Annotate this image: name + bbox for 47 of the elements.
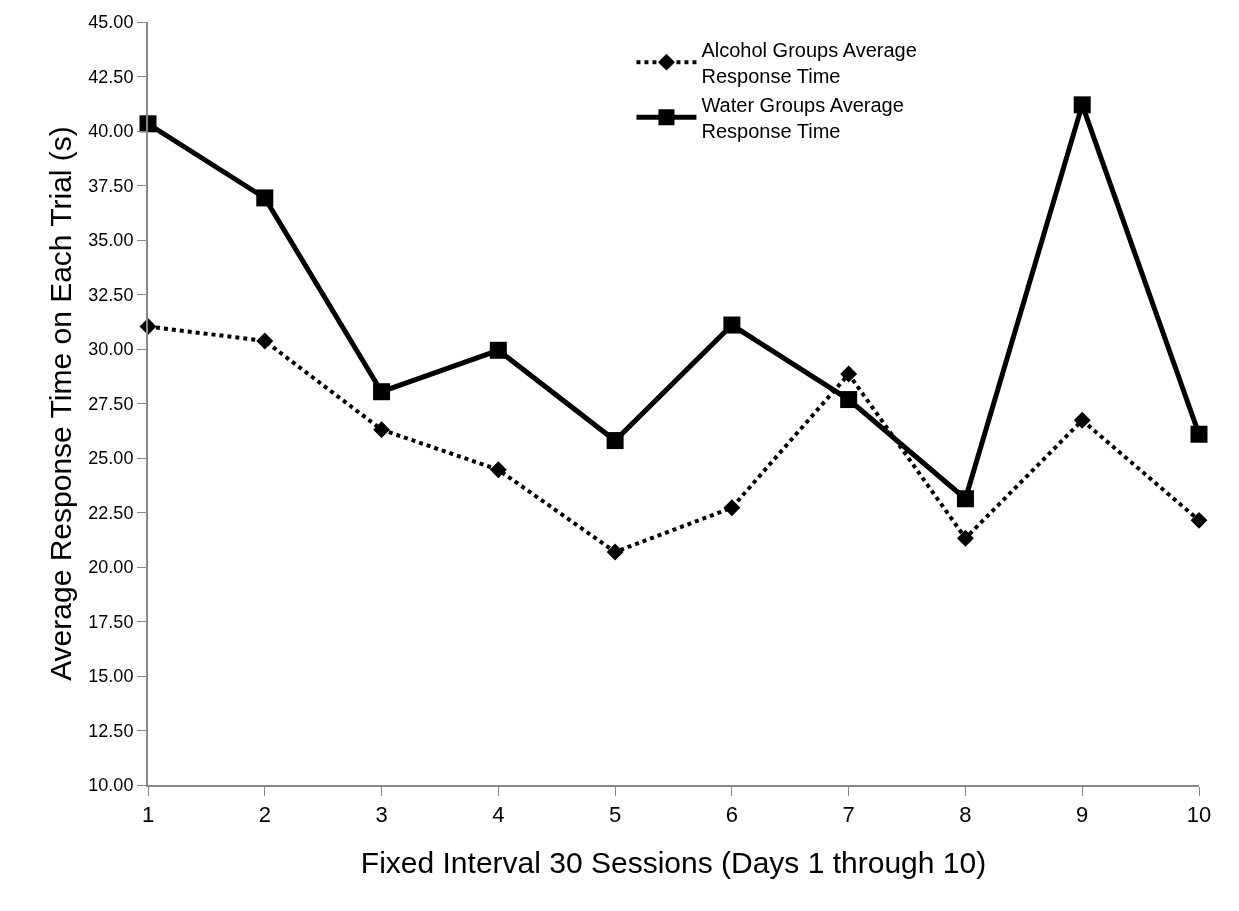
y-tick-label: 32.50 bbox=[88, 284, 134, 305]
y-tick-label: 22.50 bbox=[88, 502, 134, 523]
point bbox=[1190, 425, 1208, 443]
y-tick-label: 15.00 bbox=[88, 666, 134, 687]
y-tick-label: 12.50 bbox=[88, 720, 134, 741]
point bbox=[1073, 411, 1091, 429]
point bbox=[256, 189, 274, 207]
legend-label: Alcohol Groups Average Response Time bbox=[701, 38, 917, 87]
y-axis-title: Average Response Time on Each Trial (s) bbox=[43, 126, 77, 681]
x-tick-label: 1 bbox=[141, 802, 155, 828]
point bbox=[1190, 511, 1208, 529]
point bbox=[606, 432, 624, 450]
point bbox=[956, 529, 974, 547]
point bbox=[489, 461, 507, 479]
y-tick-label: 20.00 bbox=[88, 557, 134, 578]
y-tick-label: 37.50 bbox=[88, 175, 134, 196]
x-tick-label: 9 bbox=[1076, 802, 1089, 828]
x-tick-label: 6 bbox=[725, 802, 739, 828]
point bbox=[956, 490, 974, 508]
point bbox=[840, 365, 858, 383]
y-tick-label: 42.50 bbox=[88, 66, 134, 87]
y-tick-label: 25.00 bbox=[88, 448, 134, 469]
point bbox=[606, 543, 624, 561]
x-tick-label: 5 bbox=[608, 802, 622, 828]
x-tick-label: 8 bbox=[959, 802, 972, 828]
y-tick-label: 17.50 bbox=[88, 611, 134, 632]
x-tick-label: 7 bbox=[842, 802, 855, 828]
y-tick-label: 10.00 bbox=[88, 775, 134, 796]
point bbox=[373, 421, 391, 439]
y-tick-label: 45.00 bbox=[88, 12, 134, 33]
x-tick-label: 2 bbox=[258, 802, 271, 828]
x-axis-title: Fixed Interval 30 Sessions (Days 1 through 10) bbox=[360, 846, 987, 880]
x-tick-label: 10 bbox=[1186, 802, 1212, 828]
x-tick-label: 3 bbox=[375, 802, 388, 828]
point bbox=[256, 332, 274, 350]
point bbox=[723, 499, 741, 517]
point bbox=[840, 391, 858, 409]
y-tick-label: 30.00 bbox=[88, 339, 134, 360]
y-tick-label: 40.00 bbox=[88, 121, 134, 142]
x-tick-label: 4 bbox=[492, 802, 505, 828]
point bbox=[723, 316, 741, 334]
point bbox=[1073, 96, 1091, 114]
y-tick-label: 35.00 bbox=[88, 230, 134, 251]
legend-label: Water Groups Average Response Time bbox=[701, 93, 904, 142]
point bbox=[489, 341, 507, 359]
point bbox=[373, 383, 391, 401]
y-tick-label: 27.50 bbox=[88, 393, 134, 414]
